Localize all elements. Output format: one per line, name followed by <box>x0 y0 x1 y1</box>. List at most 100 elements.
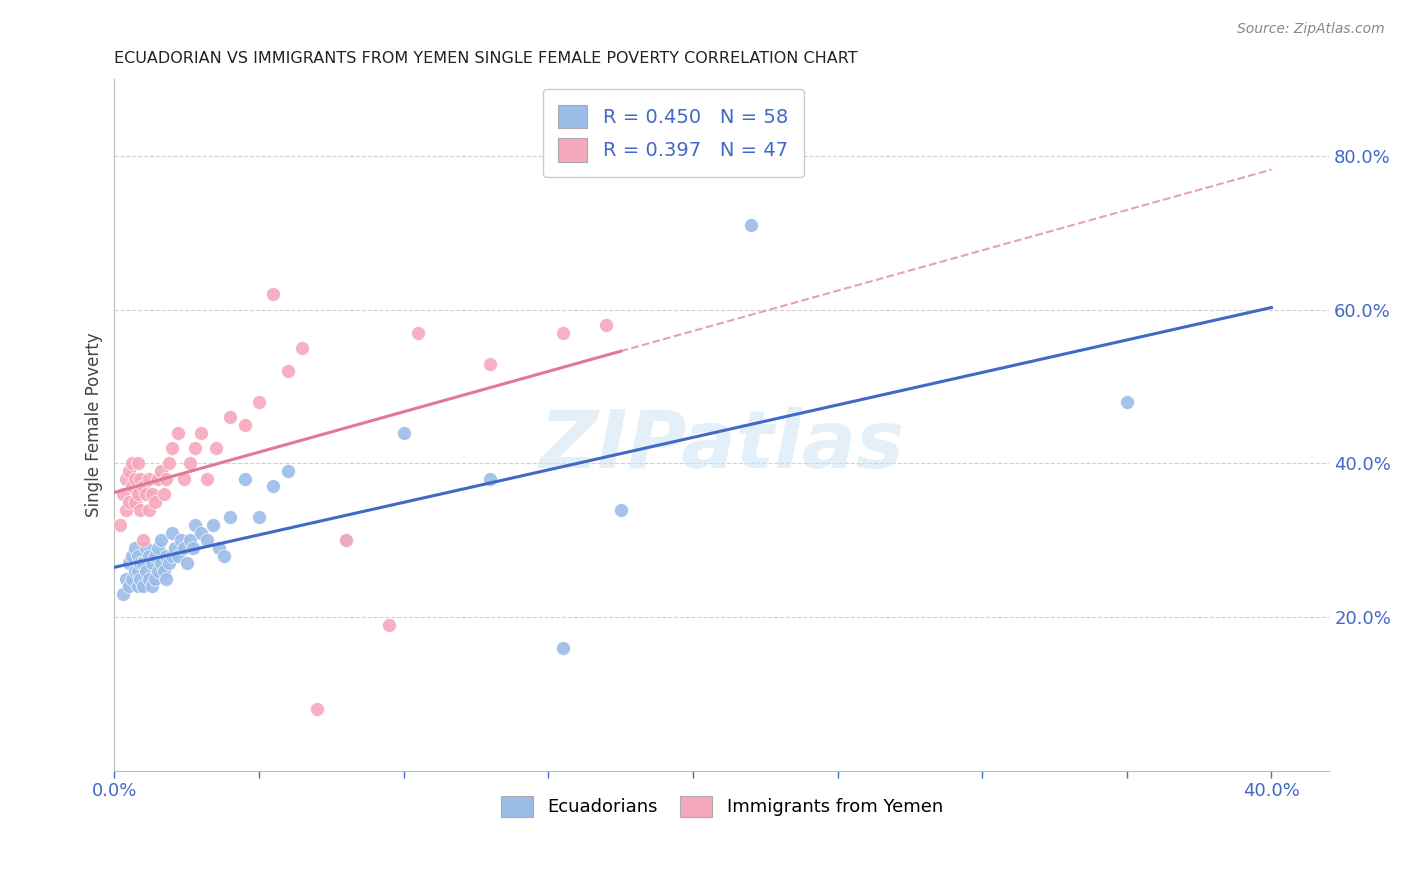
Point <box>121 457 143 471</box>
Point <box>115 572 138 586</box>
Point <box>129 472 152 486</box>
Point <box>127 487 149 501</box>
Point <box>127 579 149 593</box>
Point <box>135 541 157 555</box>
Point <box>173 541 195 555</box>
Point <box>132 533 155 548</box>
Point <box>138 502 160 516</box>
Point <box>132 579 155 593</box>
Point <box>124 564 146 578</box>
Point <box>479 472 502 486</box>
Point <box>551 640 574 655</box>
Point <box>124 495 146 509</box>
Point <box>207 541 229 555</box>
Point <box>132 479 155 493</box>
Point <box>263 479 285 493</box>
Point <box>152 564 174 578</box>
Point <box>378 617 401 632</box>
Point <box>143 495 166 509</box>
Point <box>141 556 163 570</box>
Text: ZIPatlas: ZIPatlas <box>540 407 904 484</box>
Point <box>108 517 131 532</box>
Point <box>1115 395 1137 409</box>
Point <box>124 541 146 555</box>
Point <box>155 472 177 486</box>
Point <box>115 472 138 486</box>
Point <box>233 472 256 486</box>
Point <box>247 510 270 524</box>
Point <box>190 425 212 440</box>
Point <box>129 556 152 570</box>
Point <box>204 441 226 455</box>
Point <box>115 502 138 516</box>
Point <box>129 502 152 516</box>
Text: ECUADORIAN VS IMMIGRANTS FROM YEMEN SINGLE FEMALE POVERTY CORRELATION CHART: ECUADORIAN VS IMMIGRANTS FROM YEMEN SING… <box>114 51 858 66</box>
Point <box>127 564 149 578</box>
Point <box>740 219 762 233</box>
Point <box>195 472 218 486</box>
Point <box>138 572 160 586</box>
Point <box>146 541 169 555</box>
Point <box>167 425 190 440</box>
Point <box>305 702 328 716</box>
Point <box>179 533 201 548</box>
Point <box>479 357 502 371</box>
Point <box>162 525 184 540</box>
Point <box>138 549 160 563</box>
Point <box>335 533 357 548</box>
Point <box>112 487 135 501</box>
Point <box>184 441 207 455</box>
Point <box>127 457 149 471</box>
Point <box>121 549 143 563</box>
Point <box>121 479 143 493</box>
Point <box>247 395 270 409</box>
Legend: Ecuadorians, Immigrants from Yemen: Ecuadorians, Immigrants from Yemen <box>494 789 950 824</box>
Point <box>157 457 180 471</box>
Point <box>162 549 184 563</box>
Point <box>157 556 180 570</box>
Point <box>146 564 169 578</box>
Point <box>138 472 160 486</box>
Point <box>406 326 429 340</box>
Point <box>179 457 201 471</box>
Point <box>132 556 155 570</box>
Point <box>121 572 143 586</box>
Point <box>155 549 177 563</box>
Y-axis label: Single Female Poverty: Single Female Poverty <box>86 333 103 517</box>
Point <box>195 533 218 548</box>
Point <box>162 441 184 455</box>
Point <box>551 326 574 340</box>
Point <box>135 564 157 578</box>
Point <box>118 556 141 570</box>
Point <box>149 464 172 478</box>
Point <box>291 341 314 355</box>
Point <box>184 517 207 532</box>
Point <box>176 556 198 570</box>
Point <box>152 487 174 501</box>
Text: Source: ZipAtlas.com: Source: ZipAtlas.com <box>1237 22 1385 37</box>
Point <box>190 525 212 540</box>
Point <box>263 287 285 301</box>
Point <box>609 502 631 516</box>
Point <box>146 472 169 486</box>
Point <box>155 572 177 586</box>
Point <box>335 533 357 548</box>
Point <box>277 364 299 378</box>
Point <box>127 549 149 563</box>
Point <box>167 549 190 563</box>
Point <box>149 533 172 548</box>
Point <box>124 472 146 486</box>
Point <box>233 417 256 432</box>
Point <box>143 572 166 586</box>
Point <box>214 549 236 563</box>
Point <box>149 556 172 570</box>
Point <box>112 587 135 601</box>
Point <box>219 510 242 524</box>
Point <box>135 487 157 501</box>
Point <box>143 549 166 563</box>
Point <box>141 487 163 501</box>
Point <box>201 517 224 532</box>
Point <box>118 464 141 478</box>
Point <box>170 533 193 548</box>
Point <box>595 318 617 333</box>
